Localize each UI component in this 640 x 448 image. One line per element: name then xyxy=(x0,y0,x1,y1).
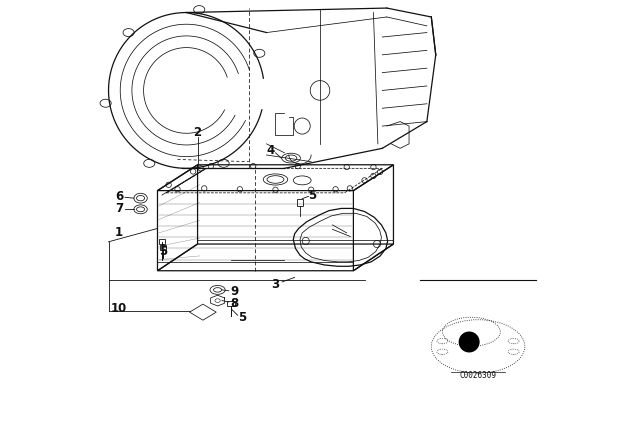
Text: 9: 9 xyxy=(230,285,239,298)
Text: 1: 1 xyxy=(115,226,122,239)
Text: 10: 10 xyxy=(110,302,127,315)
Text: 4: 4 xyxy=(266,144,275,157)
Text: 7: 7 xyxy=(116,202,124,215)
Text: 5: 5 xyxy=(238,311,246,324)
Text: 5: 5 xyxy=(159,245,168,258)
Text: 5: 5 xyxy=(308,189,317,202)
Text: 2: 2 xyxy=(193,126,202,139)
Text: 6: 6 xyxy=(116,190,124,203)
Text: 8: 8 xyxy=(230,297,239,310)
Text: 3: 3 xyxy=(271,278,280,291)
Circle shape xyxy=(460,332,479,352)
Text: C0026309: C0026309 xyxy=(460,371,497,380)
